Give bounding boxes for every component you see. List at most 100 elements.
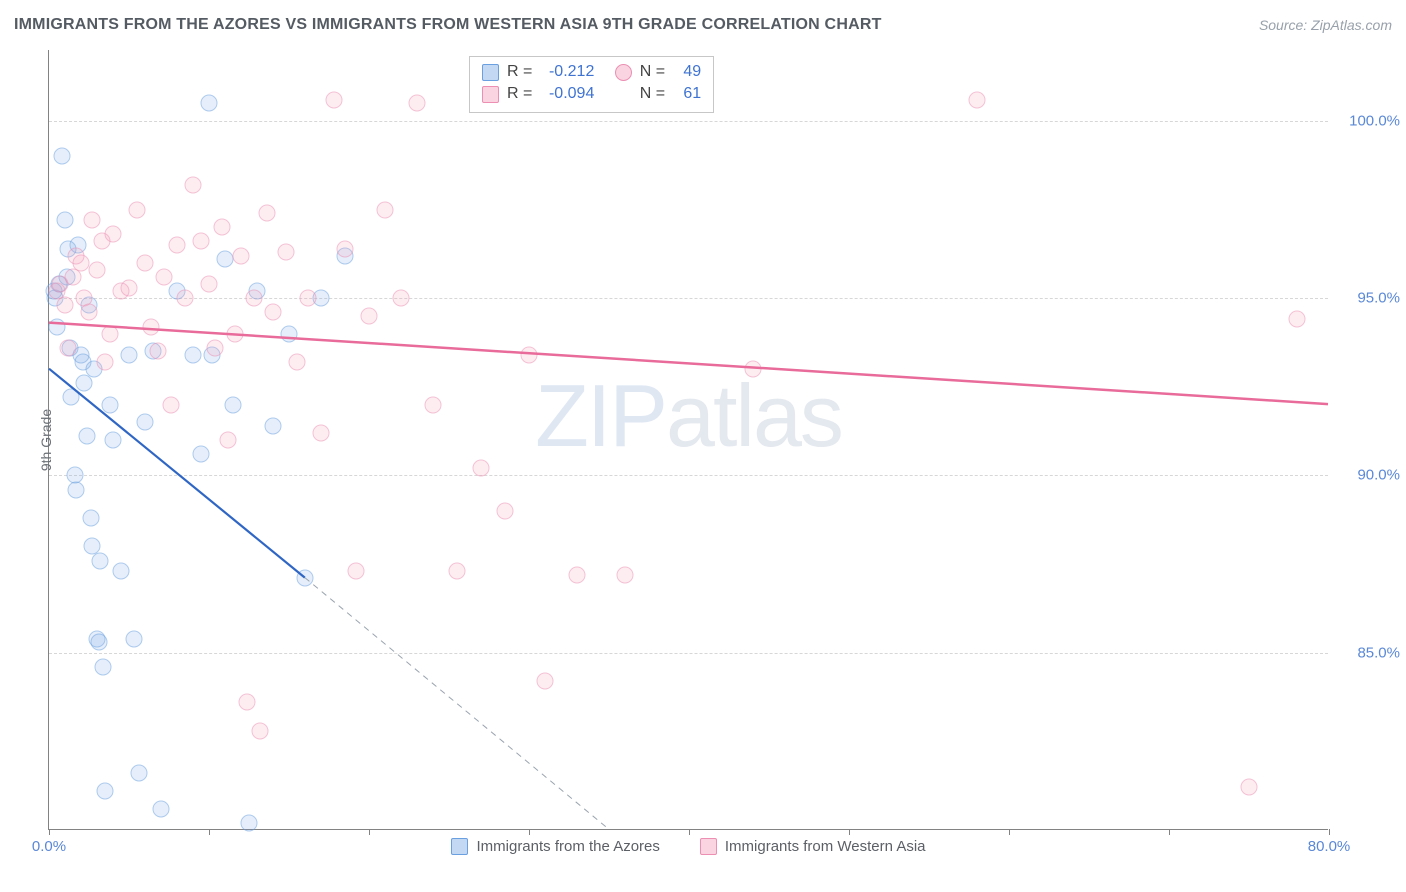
swatch-pink-dot-icon <box>615 64 632 81</box>
data-point-wasia <box>969 91 986 108</box>
data-point-wasia <box>569 566 586 583</box>
legend-label-azores: Immigrants from the Azores <box>476 838 659 855</box>
data-point-azores <box>90 634 107 651</box>
data-point-wasia <box>213 219 230 236</box>
data-point-azores <box>97 783 114 800</box>
source-label: Source: ZipAtlas.com <box>1259 17 1392 33</box>
trend-lines <box>49 50 1328 829</box>
data-point-azores <box>82 510 99 527</box>
r-label: R = <box>507 61 532 83</box>
data-point-wasia <box>193 233 210 250</box>
x-tick <box>1009 829 1010 835</box>
legend-item-wasia: Immigrants from Western Asia <box>700 838 926 855</box>
data-point-azores <box>201 95 218 112</box>
bottom-legend: Immigrants from the Azores Immigrants fr… <box>49 838 1328 855</box>
data-point-wasia <box>409 95 426 112</box>
trend-extrapolation-azores <box>305 578 609 829</box>
data-point-azores <box>193 446 210 463</box>
data-point-wasia <box>473 460 490 477</box>
x-tick <box>689 829 690 835</box>
chart-title: IMMIGRANTS FROM THE AZORES VS IMMIGRANTS… <box>14 16 882 34</box>
data-point-wasia <box>169 237 186 254</box>
data-point-azores <box>95 658 112 675</box>
x-tick <box>849 829 850 835</box>
n-label: N = <box>640 61 665 83</box>
data-point-wasia <box>313 424 330 441</box>
gridline <box>49 475 1328 476</box>
data-point-wasia <box>149 343 166 360</box>
data-point-wasia <box>258 205 275 222</box>
data-point-azores <box>105 432 122 449</box>
data-point-azores <box>92 552 109 569</box>
data-point-azores <box>63 389 80 406</box>
data-point-azores <box>281 325 298 342</box>
data-point-wasia <box>521 346 538 363</box>
data-point-wasia <box>84 212 101 229</box>
data-point-wasia <box>325 91 342 108</box>
y-axis-label: 9th Grade <box>38 408 54 470</box>
data-point-wasia <box>185 176 202 193</box>
data-point-azores <box>79 428 96 445</box>
plot-area: ZIPatlas 9th Grade 85.0%90.0%95.0%100.0%… <box>48 50 1328 830</box>
gridline <box>49 298 1328 299</box>
data-point-wasia <box>393 290 410 307</box>
data-point-wasia <box>1241 779 1258 796</box>
data-point-azores <box>49 318 66 335</box>
data-point-wasia <box>289 354 306 371</box>
data-point-azores <box>125 630 142 647</box>
data-point-azores <box>101 396 118 413</box>
data-point-azores <box>76 375 93 392</box>
x-tick <box>1329 829 1330 835</box>
legend-item-azores: Immigrants from the Azores <box>451 838 659 855</box>
data-point-wasia <box>617 566 634 583</box>
data-point-azores <box>137 414 154 431</box>
data-point-wasia <box>300 290 317 307</box>
data-point-azores <box>121 346 138 363</box>
data-point-wasia <box>233 247 250 264</box>
data-point-wasia <box>156 268 173 285</box>
data-point-azores <box>225 396 242 413</box>
data-point-wasia <box>252 722 269 739</box>
swatch-azores-icon <box>482 64 499 81</box>
data-point-azores <box>185 346 202 363</box>
n-label-2: N = <box>640 83 665 105</box>
legend-swatch-azores-icon <box>451 838 468 855</box>
stats-row-azores: R = -0.212 N = 49 <box>482 61 701 83</box>
y-tick-label: 100.0% <box>1336 112 1400 129</box>
watermark-bold: ZIP <box>535 366 666 465</box>
data-point-wasia <box>377 201 394 218</box>
data-point-wasia <box>348 563 365 580</box>
data-point-azores <box>53 148 70 165</box>
data-point-wasia <box>143 318 160 335</box>
data-point-azores <box>217 251 234 268</box>
gridline <box>49 121 1328 122</box>
data-point-wasia <box>129 201 146 218</box>
x-tick-label: 0.0% <box>32 838 66 855</box>
data-point-azores <box>68 481 85 498</box>
data-point-wasia <box>1289 311 1306 328</box>
data-point-wasia <box>201 276 218 293</box>
data-point-azores <box>265 417 282 434</box>
y-tick-label: 90.0% <box>1336 467 1400 484</box>
data-point-wasia <box>745 361 762 378</box>
data-point-wasia <box>177 290 194 307</box>
x-tick <box>529 829 530 835</box>
data-point-wasia <box>57 297 74 314</box>
x-tick <box>1169 829 1170 835</box>
data-point-azores <box>297 570 314 587</box>
data-point-wasia <box>497 502 514 519</box>
data-point-wasia <box>105 226 122 243</box>
data-point-wasia <box>361 307 378 324</box>
swatch-wasia-icon <box>482 86 499 103</box>
r-value-wasia: -0.094 <box>540 83 594 105</box>
watermark-thin: atlas <box>666 366 842 465</box>
data-point-wasia <box>265 304 282 321</box>
data-point-azores <box>113 563 130 580</box>
stats-row-wasia: R = -0.094 N = 61 <box>482 83 701 105</box>
data-point-wasia <box>81 304 98 321</box>
data-point-wasia <box>207 339 224 356</box>
data-point-wasia <box>137 254 154 271</box>
data-point-wasia <box>425 396 442 413</box>
r-value-azores: -0.212 <box>540 61 594 83</box>
data-point-azores <box>153 800 170 817</box>
